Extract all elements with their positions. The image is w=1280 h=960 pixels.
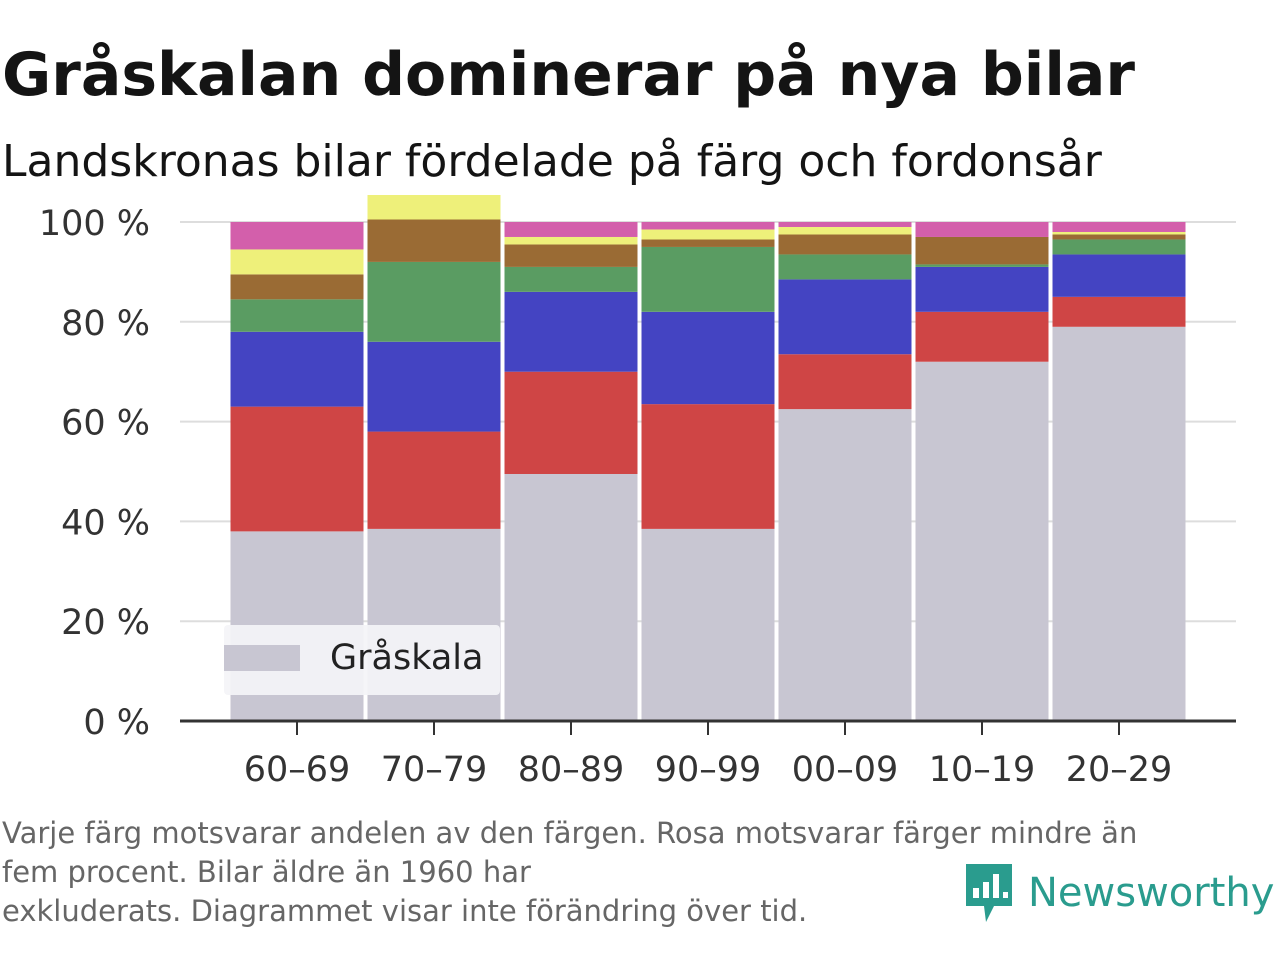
bar-segment — [230, 299, 364, 332]
bar-segment — [1052, 254, 1186, 297]
chart-bubble-icon — [966, 864, 1012, 922]
bar-segment — [230, 222, 364, 250]
bar-segment — [641, 239, 775, 247]
y-tick-label: 80 % — [61, 304, 150, 344]
x-tick-label: 70–79 — [381, 750, 488, 790]
bars — [230, 195, 1186, 721]
bar-segment — [915, 311, 1049, 362]
legend: Gråskala — [224, 625, 500, 695]
footnote: Varje färg motsvarar andelen av den färg… — [2, 814, 1252, 931]
bar-segment — [778, 226, 912, 235]
bar-segment — [778, 409, 912, 721]
bar-segment — [778, 279, 912, 355]
bar-segment — [641, 222, 775, 230]
chart-subtitle: Landskronas bilar fördelade på färg och … — [2, 136, 1102, 187]
bar-segment — [641, 311, 775, 405]
bar-segment — [230, 331, 364, 407]
bar-segment — [915, 236, 1049, 265]
bar-segment — [367, 219, 501, 262]
bar-segment — [504, 473, 638, 721]
y-tick-label: 100 % — [39, 204, 150, 244]
x-tick-label: 00–09 — [792, 750, 899, 790]
bar-segment — [641, 246, 775, 312]
footnote-line: exkluderats. Diagrammet visar inte förän… — [2, 894, 808, 928]
y-tick-label: 60 % — [61, 404, 150, 444]
y-tick-label: 40 % — [61, 503, 150, 543]
legend-box — [224, 625, 500, 695]
bar-segment — [367, 341, 501, 432]
brand-name: Newsworthy — [1028, 870, 1275, 916]
bar-segment — [778, 222, 912, 227]
bar-segment — [1052, 326, 1186, 721]
chart-title: Gråskalan dominerar på nya bilar — [2, 40, 1135, 110]
x-tick-label: 60–69 — [244, 750, 351, 790]
bar-segment — [915, 264, 1049, 267]
bar-segment — [367, 261, 501, 342]
bar-segment — [504, 266, 638, 292]
x-tick-label: 10–19 — [929, 750, 1036, 790]
footnote-line: fem procent. Bilar äldre än 1960 har — [2, 855, 531, 889]
bar-segment — [641, 404, 775, 529]
x-tick-label: 80–89 — [518, 750, 625, 790]
bar-segment — [230, 406, 364, 532]
bar-segment — [915, 266, 1049, 312]
bar-segment — [504, 244, 638, 267]
bar-segment — [230, 249, 364, 275]
stacked-bar-chart: 0 % 20 % 40 % 60 % 80 % 100 % 60–69 70–79 80–89 9… — [39, 195, 1236, 790]
bar-segment — [504, 222, 638, 237]
brand-logo: Newsworthy — [964, 862, 1274, 924]
bar-segment — [367, 195, 501, 220]
footnote-line: Varje färg motsvarar andelen av den färg… — [2, 816, 1138, 850]
bar-segment — [915, 361, 1049, 721]
axes: 0 % 20 % 40 % 60 % 80 % 100 % 60–69 70–79 80–89 9… — [39, 204, 1236, 790]
x-tick-label: 20–29 — [1066, 750, 1173, 790]
bar-segment — [641, 528, 775, 721]
bar-segment — [778, 234, 912, 255]
bar-segment — [504, 236, 638, 245]
bar-segment — [1052, 296, 1186, 327]
bar-segment — [504, 291, 638, 372]
bar-segment — [778, 354, 912, 410]
bar-segment — [504, 371, 638, 474]
bar-segment — [1052, 231, 1186, 235]
bar-segment — [1052, 239, 1186, 255]
legend-label-graskala: Gråskala — [330, 637, 483, 678]
bar-segment — [1052, 222, 1186, 232]
legend-swatch-graskala — [224, 645, 300, 671]
x-tick-label: 90–99 — [655, 750, 762, 790]
bar-segment — [230, 274, 364, 300]
y-tick-label: 20 % — [61, 603, 150, 643]
bar-segment — [915, 222, 1049, 237]
bar-segment — [641, 229, 775, 240]
y-tick-label: 0 % — [83, 703, 150, 743]
bar-segment — [1052, 234, 1186, 240]
bar-segment — [367, 431, 501, 529]
bar-segment — [778, 254, 912, 280]
